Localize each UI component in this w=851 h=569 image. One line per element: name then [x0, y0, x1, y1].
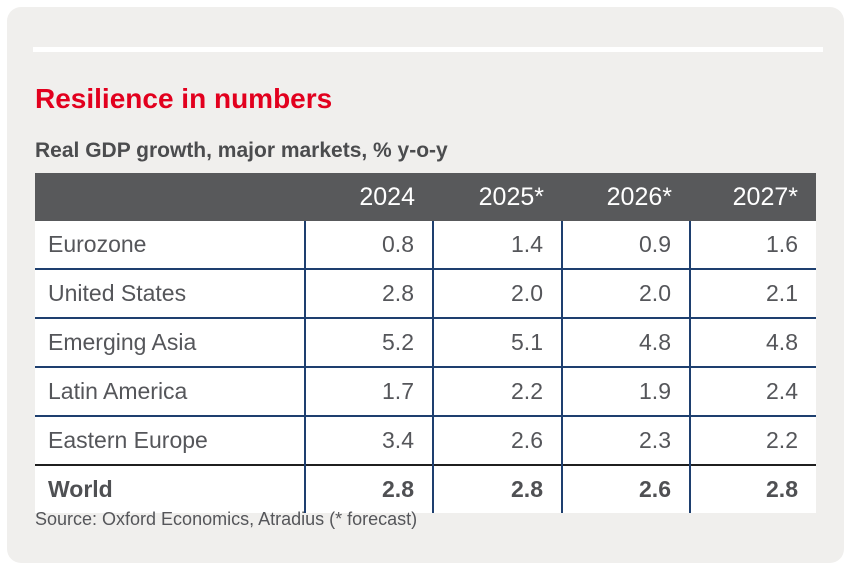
table-body: Eurozone 0.8 1.4 0.9 1.6 United States 2.8 2.0 2…: [35, 221, 816, 513]
value-cell: 4.8: [689, 317, 816, 367]
value-cell: 0.8: [304, 221, 433, 269]
column-header: 2027*: [690, 173, 816, 221]
value-cell: 0.9: [561, 221, 690, 269]
value-cell: 3.4: [304, 415, 433, 465]
value-cell: 2.8: [304, 464, 433, 513]
value-cell: 5.2: [304, 317, 433, 367]
column-header: 2025*: [433, 173, 562, 221]
table-row: Eastern Europe 3.4 2.6 2.3 2.2: [35, 415, 816, 465]
column-header: 2026*: [562, 173, 690, 221]
divider-line: [33, 47, 823, 52]
row-label: Latin America: [35, 366, 305, 416]
table-row: Eurozone 0.8 1.4 0.9 1.6: [35, 221, 816, 269]
table-subtitle: Real GDP growth, major markets, % y-o-y: [35, 139, 448, 162]
row-label: World: [35, 464, 305, 513]
value-cell: 1.9: [561, 366, 690, 416]
column-header: 2024: [305, 173, 433, 221]
value-cell: 1.4: [432, 221, 562, 269]
value-cell: 2.2: [432, 366, 562, 416]
table-row: Emerging Asia 5.2 5.1 4.8 4.8: [35, 317, 816, 367]
value-cell: 2.3: [561, 415, 690, 465]
value-cell: 2.2: [689, 415, 816, 465]
value-cell: 2.8: [304, 268, 433, 318]
page-title: Resilience in numbers: [35, 83, 333, 114]
value-cell: 2.4: [689, 366, 816, 416]
row-label: Eastern Europe: [35, 415, 305, 465]
value-cell: 2.1: [689, 268, 816, 318]
value-cell: 1.6: [689, 221, 816, 269]
value-cell: 2.6: [432, 415, 562, 465]
value-cell: 4.8: [561, 317, 690, 367]
table-row: World 2.8 2.8 2.6 2.8: [35, 464, 816, 513]
gdp-table: 2024 2025* 2026* 2027* Eurozone 0.8 1.4 0.9 1.6…: [35, 173, 816, 513]
source-note: Source: Oxford Economics, Atradius (* fo…: [35, 509, 418, 529]
table-row: Latin America 1.7 2.2 1.9 2.4: [35, 366, 816, 416]
value-cell: 2.0: [432, 268, 562, 318]
info-card: Resilience in numbers Real GDP growth, m…: [7, 7, 844, 563]
value-cell: 2.8: [689, 464, 816, 513]
column-header-blank: [35, 173, 305, 221]
value-cell: 2.6: [561, 464, 690, 513]
value-cell: 2.8: [432, 464, 562, 513]
row-label: United States: [35, 268, 305, 318]
table-row: United States 2.8 2.0 2.0 2.1: [35, 268, 816, 318]
table-header-row: 2024 2025* 2026* 2027*: [35, 173, 816, 221]
value-cell: 1.7: [304, 366, 433, 416]
row-label: Emerging Asia: [35, 317, 305, 367]
row-label: Eurozone: [35, 221, 305, 269]
value-cell: 5.1: [432, 317, 562, 367]
value-cell: 2.0: [561, 268, 690, 318]
